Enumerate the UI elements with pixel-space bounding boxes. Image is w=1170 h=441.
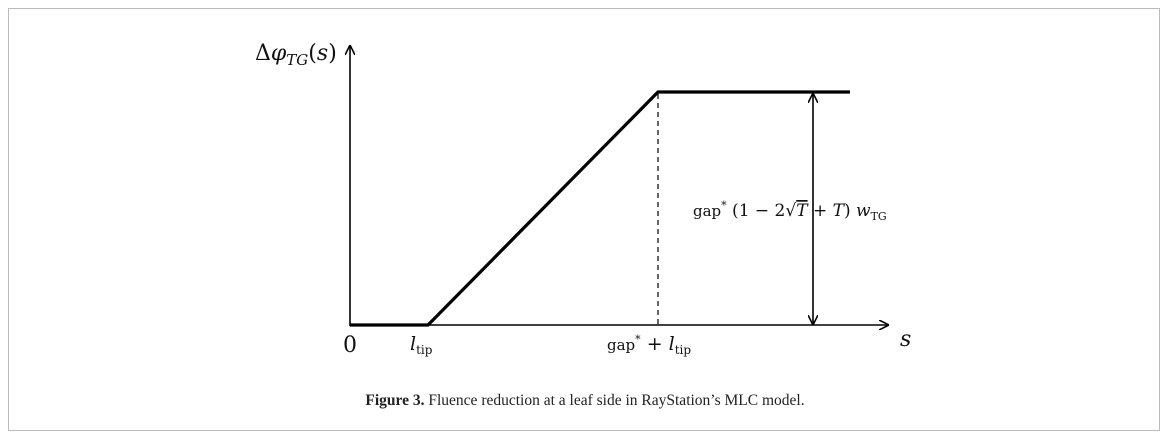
figure-frame	[8, 8, 1160, 431]
caption-label: Figure 3.	[365, 392, 425, 409]
height-part: w	[856, 201, 871, 221]
tick-part: tip	[416, 343, 433, 357]
x-axis-label: s	[900, 327, 911, 352]
height-part: (1 − 2	[727, 201, 786, 221]
y-label-part: φ	[271, 41, 287, 66]
y-label-part: TG	[286, 51, 308, 69]
height-part: √	[785, 201, 796, 221]
tick-part: gap	[607, 336, 635, 354]
y-label-part: s	[317, 41, 328, 66]
origin-label: 0	[343, 333, 357, 358]
height-part: T	[833, 201, 846, 221]
tick-part: l	[669, 333, 675, 355]
y-label-part: )	[328, 41, 337, 66]
height-part: +	[808, 201, 833, 221]
y-axis-label: ΔφTG(s)	[255, 41, 337, 69]
tick-part: tip	[675, 343, 692, 357]
caption: Figure 3. Fluence reduction at a leaf si…	[0, 392, 1170, 410]
fluence-curve	[350, 90, 850, 327]
height-label: gap* (1 − 2√T + T) wTG	[693, 199, 887, 223]
tick-gap: gap* + ltip	[607, 333, 691, 357]
height-part: T	[796, 201, 809, 221]
tick-part: *	[635, 333, 641, 346]
height-part: TG	[871, 210, 887, 223]
height-part: )	[844, 201, 856, 221]
caption-text: Fluence reduction at a leaf side in RayS…	[424, 392, 805, 409]
height-part: *	[721, 199, 727, 212]
y-label-part: (	[308, 41, 317, 66]
tick-part: l	[410, 333, 416, 355]
height-part: gap	[693, 202, 721, 220]
tick-part: +	[641, 333, 669, 355]
tick-tip: ltip	[410, 333, 433, 357]
y-label-part: Δ	[255, 41, 271, 66]
